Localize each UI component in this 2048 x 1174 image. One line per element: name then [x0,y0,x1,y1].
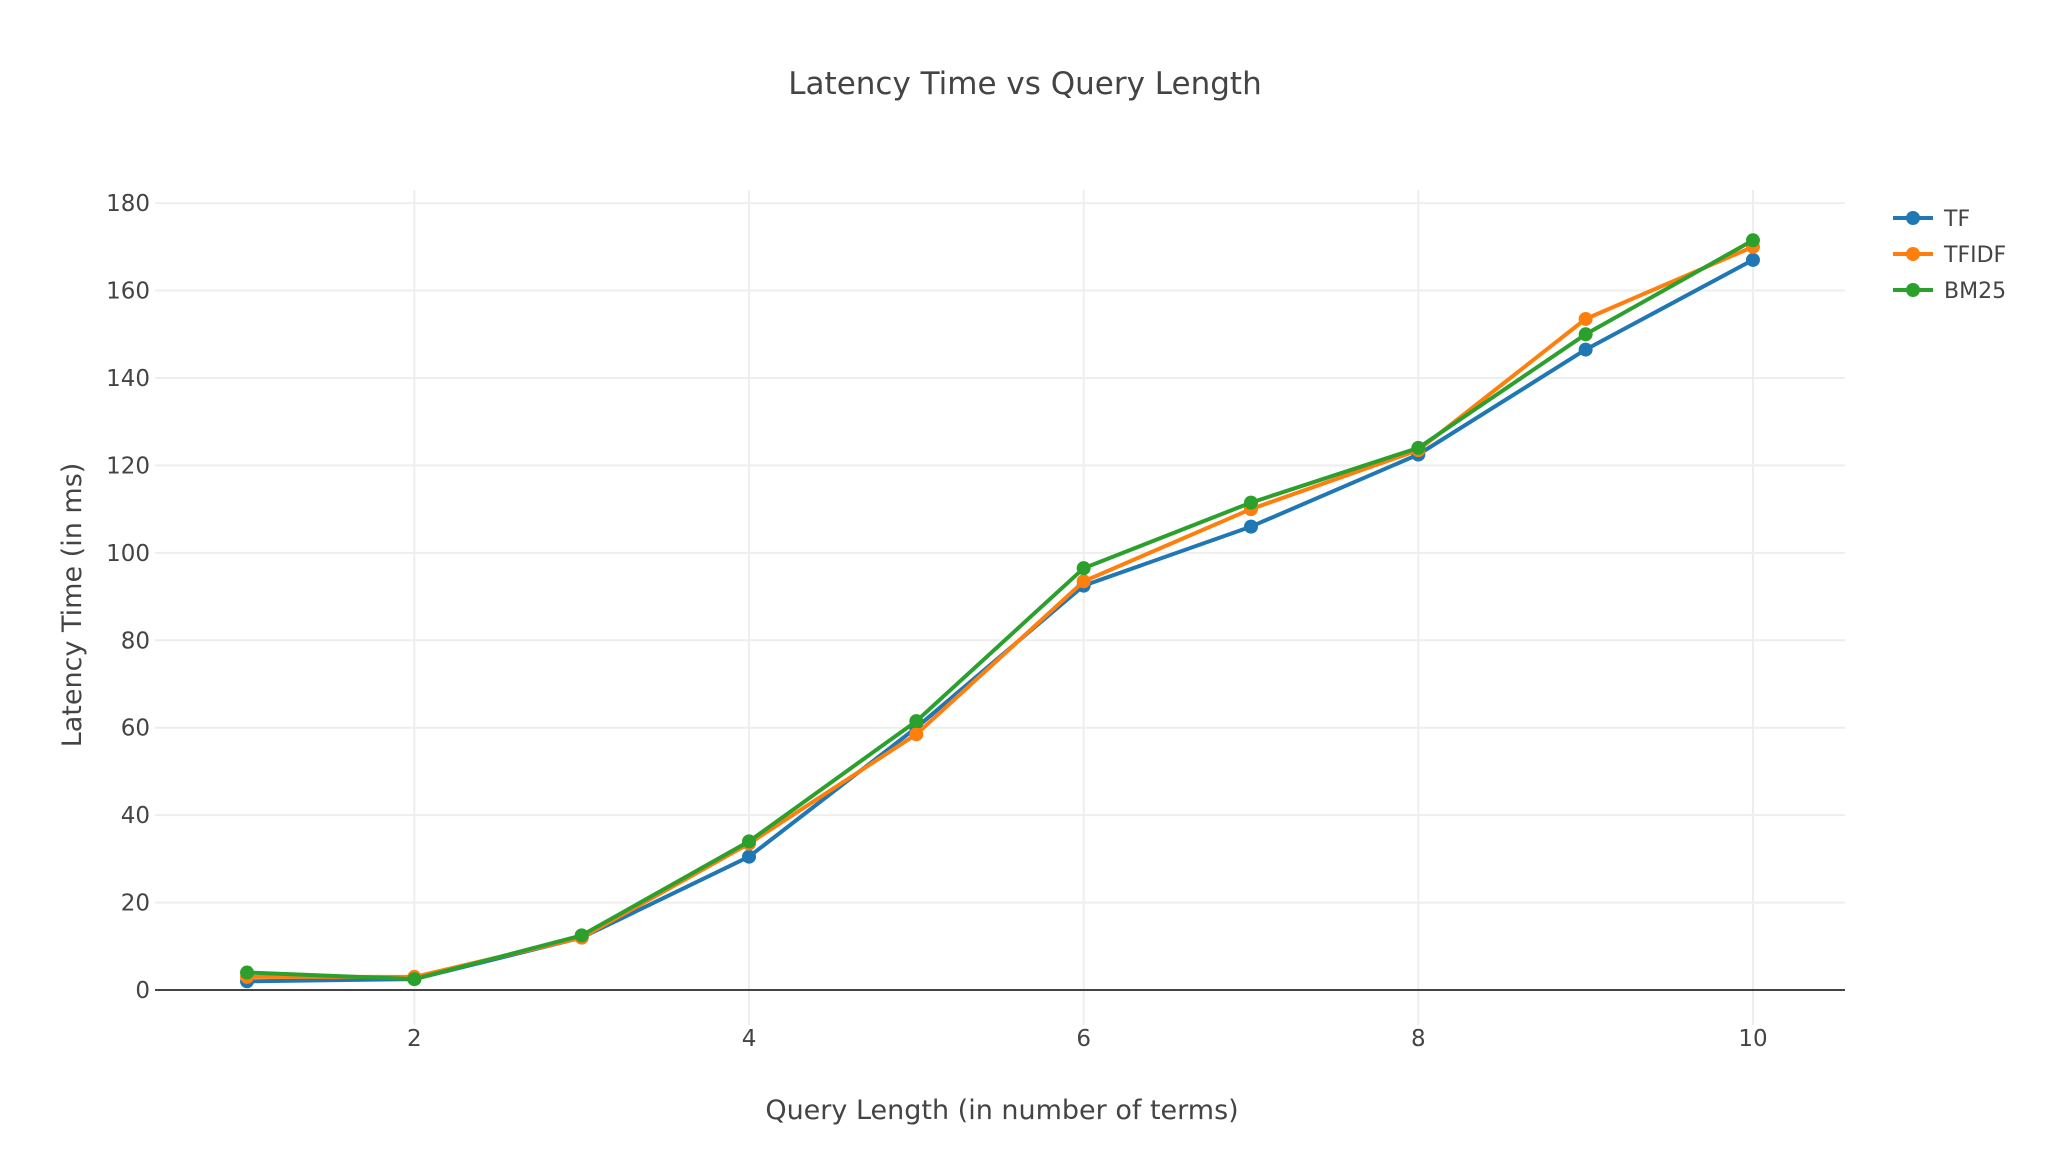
data-point-tf [1745,252,1760,267]
series-line-tf [245,257,1755,984]
data-point-bm25 [742,834,757,849]
data-point-tfidf [909,727,924,742]
x-tick-label: 4 [742,1026,757,1052]
chart-title: Latency Time vs Query Length [788,66,1261,102]
data-point-bm25 [240,965,255,980]
legend-swatch-marker [1906,211,1920,225]
legend-item-tfidf: TFIDF [1893,243,2006,268]
y-tick-label: 140 [106,366,150,392]
legend-label: TFIDF [1943,243,2006,268]
series [240,233,1760,989]
data-point-tf [1578,342,1593,357]
data-point-bm25 [1578,327,1593,342]
data-point-bm25 [1243,495,1258,510]
x-axis-title: Query Length (in number of terms) [765,1095,1238,1126]
grid [155,190,1845,1025]
data-point-tf [1243,519,1258,534]
data-point-tf [742,849,757,864]
y-tick-label: 20 [121,891,150,917]
y-tick-label: 100 [106,541,150,567]
y-tick-label: 0 [135,978,150,1004]
legend-swatch-marker [1906,247,1920,261]
data-point-bm25 [1745,233,1760,248]
data-point-bm25 [909,714,924,729]
data-point-tfidf [1578,311,1593,326]
legend-item-bm25: BM25 [1893,279,2006,304]
y-tick-label: 40 [121,803,150,829]
data-point-bm25 [407,972,422,987]
y-axis-title: Latency Time (in ms) [57,463,88,748]
data-point-bm25 [1076,561,1091,576]
y-tick-label: 60 [121,716,150,742]
legend-swatch-marker [1906,283,1920,297]
y-tick-label: 80 [121,628,150,654]
y-tick-label: 160 [106,279,150,305]
legend-item-tf: TF [1893,207,1970,232]
x-tick-label: 10 [1738,1026,1767,1052]
legend-label: BM25 [1944,279,2006,304]
x-tick-label: 2 [407,1026,422,1052]
y-tick-label: 180 [106,191,150,217]
y-tick-label: 120 [106,453,150,479]
legend-label: TF [1943,207,1970,232]
x-tick-label: 6 [1076,1026,1091,1052]
data-point-bm25 [574,928,589,943]
legend: TF TFIDF BM25 [1893,207,2006,304]
data-point-tfidf [1076,574,1091,589]
series-line-tfidf [245,244,1755,979]
series-line-bm25 [245,238,1755,982]
data-point-bm25 [1411,440,1426,455]
x-tick-label: 8 [1411,1026,1426,1052]
